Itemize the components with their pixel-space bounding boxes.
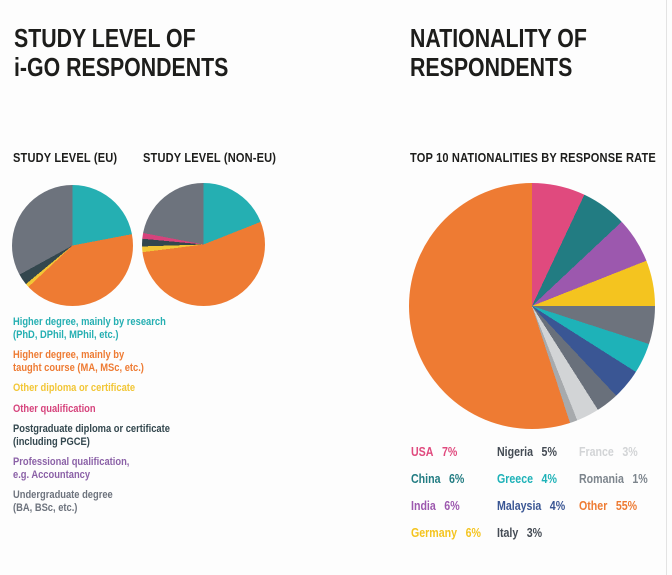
nationality-legend-label: Germany bbox=[411, 526, 458, 540]
study-legend-item-line: e.g. Accountancy bbox=[13, 468, 91, 481]
study-legend-item-line: Higher degree, mainly by bbox=[13, 349, 125, 361]
study-legend-item-line: Higher degree, mainly by research bbox=[13, 316, 166, 328]
nationality-title-line1: NATIONALITY OF bbox=[410, 23, 587, 53]
nationality-legend-value: 4% bbox=[549, 499, 566, 513]
study-legend: Higher degree, mainly by research (PhD, D… bbox=[13, 316, 233, 522]
study-legend-item: Undergraduate degree (BA, BSc, etc.) bbox=[13, 489, 200, 514]
study-legend-item-line: Other qualification bbox=[13, 402, 96, 415]
nationality-legend-item: Greece 4% bbox=[497, 472, 565, 499]
right-border-line bbox=[666, 0, 667, 575]
nationality-legend-item: Malaysia 4% bbox=[497, 499, 565, 526]
nationality-legend-item: USA 7% bbox=[411, 445, 481, 472]
study-legend-item: Higher degree, mainly by research (PhD, D… bbox=[13, 316, 200, 341]
nationality-legend-value: 6% bbox=[465, 526, 481, 540]
nationality-legend-label: Greece bbox=[497, 472, 534, 486]
study-noneu-pie-chart bbox=[142, 183, 265, 306]
study-legend-item-line: Other diploma or certificate bbox=[13, 382, 136, 394]
nationality-legend-item: China 6% bbox=[411, 472, 481, 499]
nationality-legend-label: India bbox=[411, 499, 436, 513]
study-eu-chart-title: STUDY LEVEL (EU) bbox=[13, 150, 118, 165]
study-legend-item-line: Professional qualification, bbox=[13, 456, 130, 468]
study-title-line2: i-GO RESPONDENTS bbox=[14, 52, 229, 82]
study-legend-item-line: Undergraduate degree bbox=[13, 489, 113, 501]
study-legend-item-line: taught course (MA, MSc, etc.) bbox=[13, 361, 144, 374]
nationality-legend-value: 55% bbox=[615, 499, 638, 513]
nationality-legend-label: Italy bbox=[497, 526, 519, 540]
study-legend-item-line: (including PGCE) bbox=[13, 435, 90, 448]
study-legend-item: Other qualification bbox=[13, 403, 200, 416]
nationality-legend-item: India 6% bbox=[411, 499, 481, 526]
nationality-legend-item: Italy 3% bbox=[497, 526, 565, 553]
nationality-title-line2: RESPONDENTS bbox=[410, 52, 573, 82]
study-legend-item-line: Postgraduate diploma or certificate bbox=[13, 423, 170, 435]
study-section: STUDY LEVEL OF i-GO RESPONDENTS STUDY LE… bbox=[12, 24, 277, 522]
nationality-legend-label: China bbox=[411, 472, 441, 486]
nationality-legend-column: USA 7% China 6% India 6% Germany 6% bbox=[411, 445, 493, 553]
study-legend-item-line: (PhD, DPhil, MPhil, etc.) bbox=[13, 328, 119, 341]
nationality-legend-value: 5% bbox=[541, 445, 557, 459]
nationality-legend-item: France 3% bbox=[579, 445, 648, 472]
nationality-legend-item: Nigeria 5% bbox=[497, 445, 565, 472]
nationality-chart-title: TOP 10 NATIONALITIES BY RESPONSE RATE bbox=[410, 150, 656, 165]
nationality-legend-label: Nigeria bbox=[497, 445, 534, 459]
nationality-legend-label: France bbox=[579, 445, 614, 459]
nationalities-pie-chart bbox=[409, 183, 655, 429]
nationality-legend-value: 3% bbox=[526, 526, 543, 540]
nationality-legend-label: USA bbox=[411, 445, 434, 459]
nationality-legend-column: Nigeria 5% Greece 4% Malaysia 4% Italy 3% bbox=[497, 445, 577, 553]
nationality-legend-label: Romania bbox=[579, 472, 624, 486]
study-eu-pie-chart bbox=[12, 185, 133, 306]
nationality-legend-item: Germany 6% bbox=[411, 526, 481, 553]
nationality-legend-column: France 3% Romania 1% Other 55% bbox=[579, 445, 660, 526]
study-legend-item: Postgraduate diploma or certificate (incl… bbox=[13, 423, 200, 448]
nationality-legend-item: Other 55% bbox=[579, 499, 648, 526]
nationality-legend-value: 4% bbox=[541, 472, 557, 486]
nationality-legend-value: 6% bbox=[444, 499, 460, 513]
study-legend-item: Higher degree, mainly by taught course (M… bbox=[13, 349, 200, 374]
study-title: STUDY LEVEL OF i-GO RESPONDENTS bbox=[14, 24, 228, 82]
nationality-legend-item: Romania 1% bbox=[579, 472, 648, 499]
nationality-section: NATIONALITY OF RESPONDENTS TOP 10 NATION… bbox=[380, 0, 672, 575]
study-legend-item: Other diploma or certificate bbox=[13, 382, 200, 395]
nationality-legend-value: 7% bbox=[441, 445, 458, 459]
study-noneu-chart-title: STUDY LEVEL (NON-EU) bbox=[143, 150, 277, 165]
nationality-title: NATIONALITY OF RESPONDENTS bbox=[410, 24, 587, 82]
nationality-legend: USA 7% China 6% India 6% Germany 6% Nigeria 5% Gr… bbox=[411, 445, 671, 565]
nationality-legend-value: 3% bbox=[622, 445, 638, 459]
nationality-legend-label: Other bbox=[579, 499, 608, 513]
study-legend-item-line: (BA, BSc, etc.) bbox=[13, 501, 78, 514]
study-title-line1: STUDY LEVEL OF bbox=[14, 23, 196, 53]
study-legend-item: Professional qualification, e.g. Accounta… bbox=[13, 456, 200, 481]
nationality-legend-value: 6% bbox=[449, 472, 465, 486]
nationality-legend-value: 1% bbox=[632, 472, 648, 486]
nationality-legend-label: Malaysia bbox=[497, 499, 542, 513]
